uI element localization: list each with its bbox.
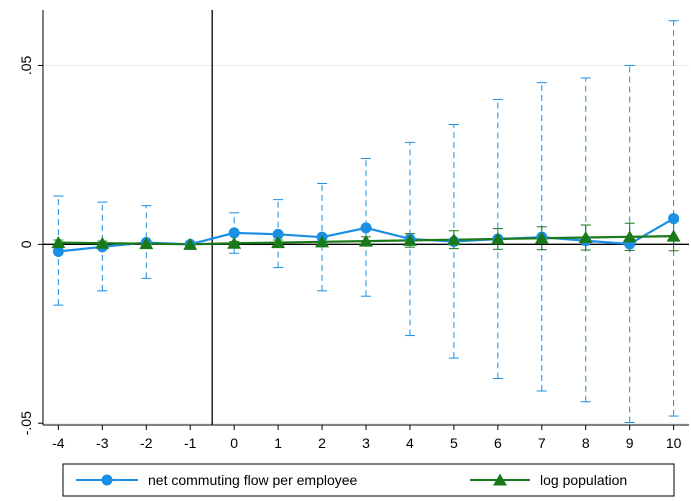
data-point-triangle bbox=[95, 236, 110, 249]
data-point-circle bbox=[272, 228, 284, 240]
x-tick-label: 1 bbox=[274, 435, 282, 451]
data-point-triangle bbox=[359, 234, 373, 247]
x-tick-label: -2 bbox=[140, 435, 153, 451]
x-tick-label: 10 bbox=[666, 435, 682, 451]
y-tick-label: -.05 bbox=[18, 411, 34, 435]
x-tick-label: 0 bbox=[230, 435, 238, 451]
x-tick-label: 9 bbox=[626, 435, 634, 451]
y-tick-label: .05 bbox=[18, 56, 34, 76]
series-markers bbox=[51, 213, 681, 257]
legend-label-net-commuting: net commuting flow per employee bbox=[148, 472, 358, 488]
data-point-triangle bbox=[666, 229, 681, 242]
x-tick-label: -4 bbox=[52, 435, 65, 451]
x-tick-label: 3 bbox=[362, 435, 370, 451]
legend-swatch-circle-marker bbox=[101, 474, 113, 486]
data-point-circle bbox=[360, 222, 372, 234]
data-point-triangle bbox=[227, 236, 242, 249]
legend-swatch-triangle-marker bbox=[493, 473, 507, 486]
x-tick-label: -3 bbox=[96, 435, 109, 451]
y-tick-label: 0 bbox=[18, 240, 34, 248]
x-tick-label: 5 bbox=[450, 435, 458, 451]
plot-region bbox=[43, 10, 689, 425]
x-tick-label: 8 bbox=[582, 435, 590, 451]
x-tick-label: 4 bbox=[406, 435, 414, 451]
data-point-triangle bbox=[490, 232, 505, 245]
data-point-triangle bbox=[183, 237, 198, 250]
data-point-triangle bbox=[51, 236, 66, 249]
data-point-triangle bbox=[578, 231, 593, 244]
x-tick-label: 7 bbox=[538, 435, 546, 451]
data-point-triangle bbox=[271, 236, 286, 249]
x-tick-label: 6 bbox=[494, 435, 502, 451]
data-point-triangle bbox=[402, 233, 417, 246]
data-point-triangle bbox=[139, 237, 154, 250]
legend-label-log-population: log population bbox=[540, 472, 627, 488]
x-tick-label: -1 bbox=[184, 435, 197, 451]
x-tick-label: 2 bbox=[318, 435, 326, 451]
axes: -.05 0 .05 -4 -3 -2 -1 0 1 2 3 4 5 6 7 8 9 10 bbox=[18, 10, 689, 451]
legend-item-net-commuting: net commuting flow per employee bbox=[76, 472, 358, 488]
legend-box bbox=[62, 463, 675, 497]
data-point-circle bbox=[668, 213, 680, 225]
data-point-triangle bbox=[446, 233, 461, 246]
legend-item-log-population: log population bbox=[470, 472, 627, 488]
data-point-circle bbox=[52, 245, 64, 257]
data-point-triangle bbox=[534, 231, 549, 244]
data-point-triangle bbox=[315, 235, 330, 248]
data-point-circle bbox=[228, 227, 240, 239]
data-point-triangle bbox=[622, 230, 637, 243]
legend: net commuting flow per employee log popu… bbox=[62, 463, 675, 497]
